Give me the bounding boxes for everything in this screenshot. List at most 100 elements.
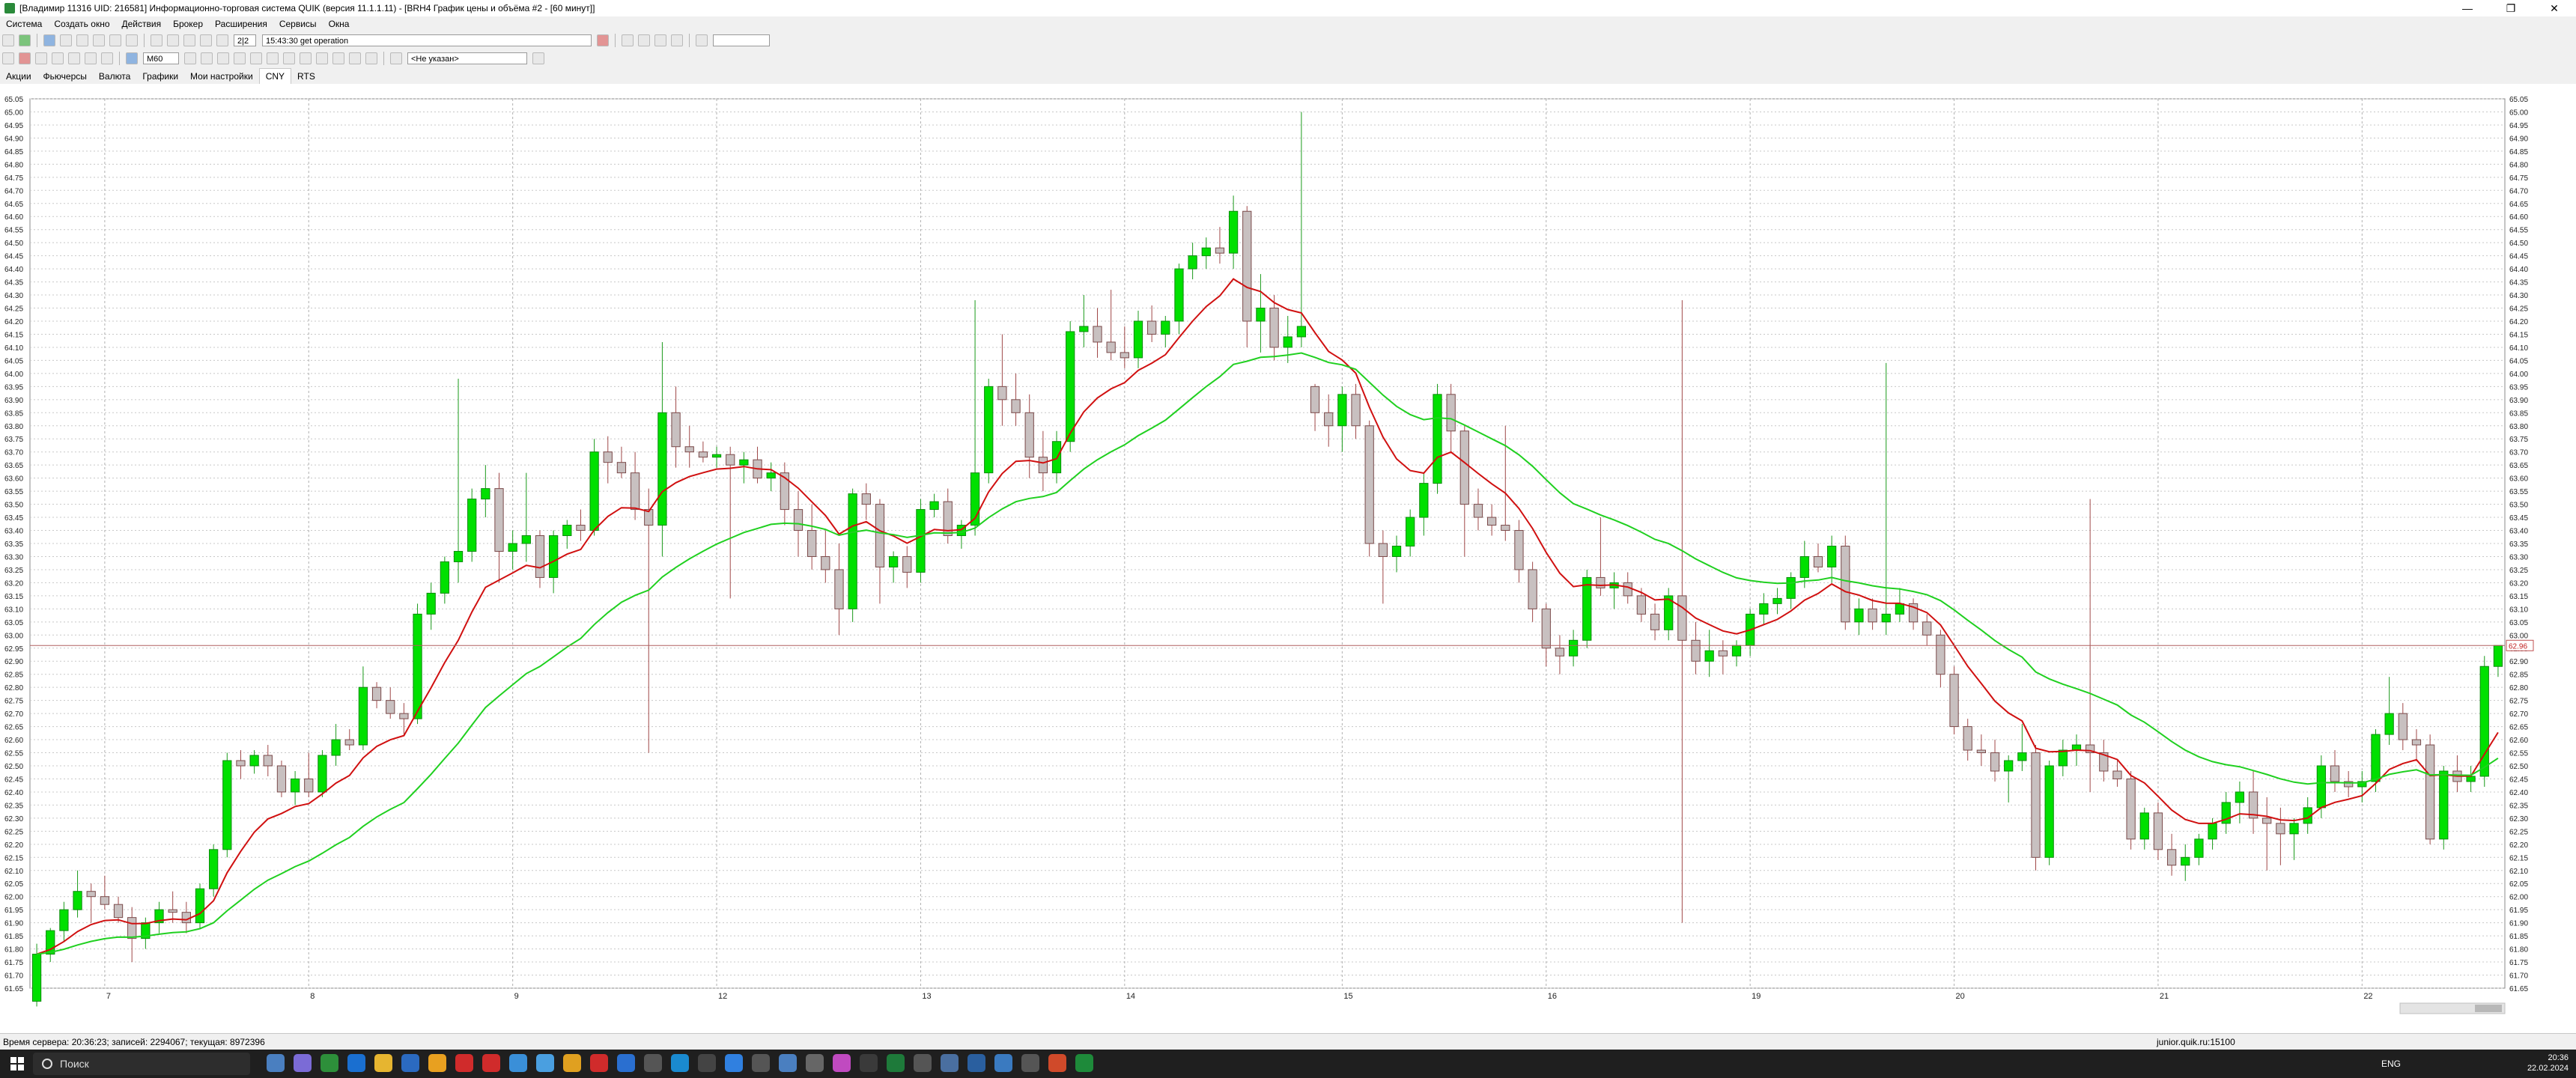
price-chart[interactable]: 61.65 61.65 61.70 61.70 61.75 61.75 61.80 61.80… bbox=[0, 84, 2576, 1033]
chart-copy-icon[interactable] bbox=[52, 52, 64, 64]
mail-icon[interactable] bbox=[401, 1054, 419, 1072]
arrange-icon[interactable] bbox=[151, 34, 162, 46]
prev-record-icon[interactable] bbox=[638, 34, 650, 46]
quik-taskbar-icon[interactable] bbox=[887, 1054, 905, 1072]
quotes-icon[interactable] bbox=[60, 34, 72, 46]
app-icon[interactable] bbox=[941, 1054, 959, 1072]
app-icon[interactable] bbox=[428, 1054, 446, 1072]
app-icon[interactable] bbox=[294, 1054, 312, 1072]
app-icon[interactable] bbox=[967, 1054, 985, 1072]
app-icon[interactable] bbox=[644, 1054, 662, 1072]
app-icon[interactable] bbox=[833, 1054, 851, 1072]
search-icon[interactable] bbox=[696, 34, 708, 46]
app-icon[interactable] bbox=[698, 1054, 716, 1072]
message-log-field[interactable]: 15:43:30 get operation bbox=[262, 34, 592, 46]
system-clock[interactable]: 20:36 22.02.2024 bbox=[2527, 1053, 2569, 1074]
pointer-icon[interactable] bbox=[283, 52, 295, 64]
minimize-button[interactable]: — bbox=[2462, 2, 2473, 14]
taskbar-search[interactable]: Поиск bbox=[33, 1053, 250, 1075]
tab-my-settings[interactable]: Мои настройки bbox=[190, 71, 253, 82]
tab-cny[interactable]: CNY bbox=[258, 68, 292, 84]
chart-template-icon[interactable] bbox=[19, 52, 31, 64]
indicator-select[interactable]: <Не указан> bbox=[407, 52, 527, 64]
yandex-icon[interactable] bbox=[482, 1054, 500, 1072]
search-input[interactable] bbox=[713, 34, 770, 46]
taskbar-search-input[interactable]: Поиск bbox=[60, 1058, 89, 1070]
last-record-icon[interactable] bbox=[671, 34, 683, 46]
app-icon[interactable] bbox=[267, 1054, 285, 1072]
app-icon[interactable] bbox=[455, 1054, 473, 1072]
excel-icon[interactable] bbox=[1075, 1054, 1093, 1072]
tab-stocks[interactable]: Акции bbox=[6, 71, 31, 82]
menu-create-window[interactable]: Создать окно bbox=[54, 19, 110, 29]
chart-type-icon[interactable] bbox=[126, 52, 138, 64]
tab-charts[interactable]: Графики bbox=[142, 71, 179, 82]
app-icon[interactable] bbox=[860, 1054, 878, 1072]
next-record-icon[interactable] bbox=[654, 34, 666, 46]
paste-icon[interactable] bbox=[216, 34, 228, 46]
windows-start-icon[interactable] bbox=[10, 1057, 24, 1071]
trades-icon[interactable] bbox=[93, 34, 105, 46]
save-chart-icon[interactable] bbox=[35, 52, 47, 64]
app-icon[interactable] bbox=[725, 1054, 743, 1072]
app-icon[interactable] bbox=[590, 1054, 608, 1072]
chart-settings-icon[interactable] bbox=[68, 52, 80, 64]
app-icon[interactable] bbox=[806, 1054, 824, 1072]
find-icon[interactable] bbox=[126, 34, 138, 46]
print-icon[interactable] bbox=[109, 34, 121, 46]
cut-icon[interactable] bbox=[183, 34, 195, 46]
menu-system[interactable]: Система bbox=[6, 19, 43, 29]
layers-icon[interactable] bbox=[365, 52, 377, 64]
connect-icon[interactable] bbox=[2, 34, 14, 46]
trend-line-icon[interactable] bbox=[316, 52, 328, 64]
font-icon[interactable] bbox=[332, 52, 344, 64]
edge-icon[interactable] bbox=[347, 1054, 365, 1072]
tab-currency[interactable]: Валюта bbox=[98, 71, 131, 82]
tab-rts[interactable]: RTS bbox=[297, 71, 315, 82]
menu-broker[interactable]: Брокер bbox=[173, 19, 204, 29]
draw-line-icon[interactable] bbox=[250, 52, 262, 64]
text-label-icon[interactable] bbox=[267, 52, 279, 64]
fill-icon[interactable] bbox=[349, 52, 361, 64]
chart-export-icon[interactable] bbox=[101, 52, 113, 64]
app-icon[interactable] bbox=[752, 1054, 770, 1072]
text-icon[interactable] bbox=[167, 34, 179, 46]
app-icon[interactable] bbox=[321, 1054, 338, 1072]
close-message-icon[interactable] bbox=[597, 34, 609, 46]
menu-extensions[interactable]: Расширения bbox=[215, 19, 267, 29]
refresh-icon[interactable] bbox=[19, 34, 31, 46]
word-icon[interactable] bbox=[617, 1054, 635, 1072]
zoom-icon[interactable] bbox=[217, 52, 229, 64]
cursor-icon[interactable] bbox=[234, 52, 246, 64]
chrome-icon[interactable] bbox=[563, 1054, 581, 1072]
apply-indicator-icon[interactable] bbox=[532, 52, 544, 64]
app-icon[interactable] bbox=[1048, 1054, 1066, 1072]
menu-services[interactable]: Сервисы bbox=[279, 19, 317, 29]
explorer-icon[interactable] bbox=[374, 1054, 392, 1072]
menu-actions[interactable]: Действия bbox=[121, 19, 162, 29]
maximize-button[interactable]: ❐ bbox=[2506, 2, 2516, 14]
menu-windows[interactable]: Окна bbox=[328, 19, 350, 29]
app-icon[interactable] bbox=[509, 1054, 527, 1072]
tab-futures[interactable]: Фьючерсы bbox=[43, 71, 87, 82]
table-icon[interactable] bbox=[43, 34, 55, 46]
new-chart-icon[interactable] bbox=[2, 52, 14, 64]
app-icon[interactable] bbox=[994, 1054, 1012, 1072]
interval-select[interactable]: M60 bbox=[143, 52, 179, 64]
move-icon[interactable] bbox=[201, 52, 213, 64]
app-icon[interactable] bbox=[1021, 1054, 1039, 1072]
app-icon[interactable] bbox=[536, 1054, 554, 1072]
app-icon[interactable] bbox=[914, 1054, 932, 1072]
app-icon[interactable] bbox=[779, 1054, 797, 1072]
vscode-icon[interactable] bbox=[671, 1054, 689, 1072]
orders-icon[interactable] bbox=[76, 34, 88, 46]
first-record-icon[interactable] bbox=[622, 34, 634, 46]
language-indicator[interactable]: ENG bbox=[2381, 1059, 2402, 1069]
close-button[interactable]: ✕ bbox=[2550, 2, 2559, 14]
indicator-icon[interactable] bbox=[390, 52, 402, 64]
chart-print-icon[interactable] bbox=[85, 52, 97, 64]
price-chart-panel[interactable]: 61.65 61.65 61.70 61.70 61.75 61.75 61.80 61.80… bbox=[0, 84, 2576, 1033]
hand-icon[interactable] bbox=[300, 52, 312, 64]
crosshair-icon[interactable] bbox=[184, 52, 196, 64]
copy-icon[interactable] bbox=[200, 34, 212, 46]
